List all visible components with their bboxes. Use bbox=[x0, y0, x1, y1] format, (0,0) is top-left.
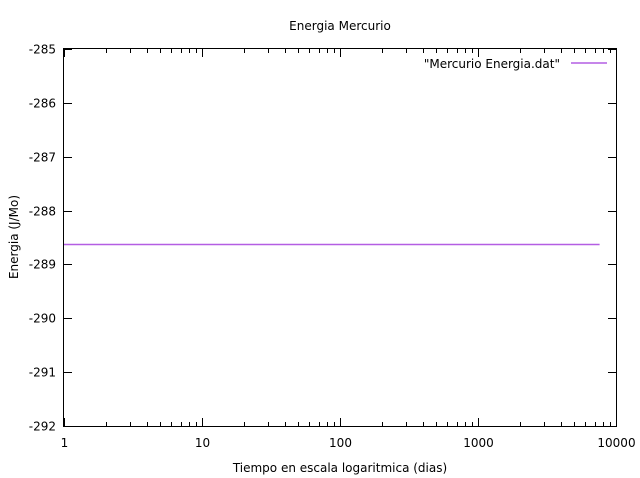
y-axis-label: Energia (J/Mo) bbox=[7, 195, 21, 279]
y-tick-label: -289 bbox=[29, 258, 56, 272]
y-tick-label: -286 bbox=[29, 97, 56, 111]
plot-frame bbox=[63, 48, 617, 427]
x-tick-label: 10 bbox=[195, 436, 210, 450]
chart-title: Energia Mercurio bbox=[289, 19, 391, 33]
x-axis-ticks: 1 10 100 1000 10000 bbox=[61, 49, 636, 450]
legend: "Mercurio Energia.dat" bbox=[424, 57, 607, 71]
y-tick-label: -287 bbox=[29, 151, 56, 165]
y-tick-label: -291 bbox=[29, 366, 56, 380]
x-tick-label: 100 bbox=[329, 436, 352, 450]
y-tick-label: -285 bbox=[29, 43, 56, 57]
y-tick-label: -292 bbox=[29, 420, 56, 434]
y-tick-label: -290 bbox=[29, 312, 56, 326]
x-tick-label: 10000 bbox=[597, 436, 635, 450]
y-tick-label: -288 bbox=[29, 205, 56, 219]
y-axis-ticks: -285 -286 -287 -288 -289 -290 -291 -292 bbox=[29, 43, 616, 434]
x-axis-label: Tiempo en escala logaritmica (dias) bbox=[232, 461, 447, 475]
x-tick-label: 1 bbox=[61, 436, 69, 450]
x-tick-label: 1000 bbox=[463, 436, 494, 450]
legend-label: "Mercurio Energia.dat" bbox=[424, 57, 560, 71]
